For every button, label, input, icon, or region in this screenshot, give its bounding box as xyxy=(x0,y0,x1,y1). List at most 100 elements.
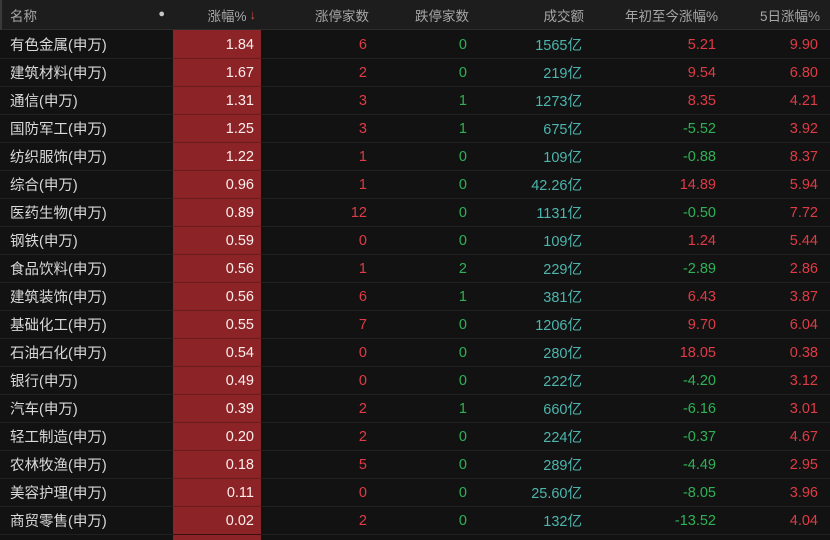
ytd-change-value: 1.24 xyxy=(592,226,726,254)
turnover-value: 109亿 xyxy=(477,142,592,170)
pct-change-cell: 1.25 xyxy=(173,114,261,142)
table-row[interactable]: 汽车(申万) 0.39 2 1 660亿 -6.16 3.01 xyxy=(0,394,830,422)
turnover-value: 109亿 xyxy=(477,226,592,254)
limit-down-count: 0 xyxy=(377,478,477,506)
sector-name: 银行(申万) xyxy=(0,366,173,394)
table-row[interactable]: 国防军工(申万) 1.25 3 1 675亿 -5.52 3.92 xyxy=(0,114,830,142)
table-row[interactable]: 银行(申万) 0.49 0 0 222亿 -4.20 3.12 xyxy=(0,366,830,394)
turnover-value: 675亿 xyxy=(477,114,592,142)
pct-change-cell: 0.02 xyxy=(173,506,261,534)
pct-change-cell: 0.89 xyxy=(173,198,261,226)
ytd-change-value: 14.89 xyxy=(592,170,726,198)
column-header-limit-down[interactable]: 跌停家数 xyxy=(415,8,469,24)
limit-up-count: 3 xyxy=(261,86,377,114)
turnover-value: 289亿 xyxy=(477,450,592,478)
limit-down-count: 1 xyxy=(377,394,477,422)
sector-name: 建筑装饰(申万) xyxy=(0,282,173,310)
turnover-value: 42.26亿 xyxy=(477,170,592,198)
ytd-change-value: 8.35 xyxy=(592,86,726,114)
turnover-value: 224亿 xyxy=(477,422,592,450)
sector-name: 综合(申万) xyxy=(0,170,173,198)
ytd-change-value: 5.21 xyxy=(687,36,716,53)
partial-next-row xyxy=(0,534,830,540)
pct-change-cell: 0.11 xyxy=(173,478,261,506)
table-row[interactable]: 综合(申万) 0.96 1 0 42.26亿 14.89 5.94 xyxy=(0,170,830,198)
sector-name: 美容护理(申万) xyxy=(0,478,173,506)
limit-down-count: 0 xyxy=(377,198,477,226)
limit-up-count: 1 xyxy=(261,254,377,282)
pct-change-cell: 0.54 xyxy=(173,338,261,366)
column-indicator-icon[interactable]: ● xyxy=(158,8,165,20)
column-header-ytd-change[interactable]: 年初至今涨幅% xyxy=(624,8,718,24)
column-header-name[interactable]: 名称 ● xyxy=(2,0,175,29)
ytd-change-value: -6.16 xyxy=(592,394,726,422)
limit-up-count: 1 xyxy=(261,142,377,170)
pct-change-cell: 0.96 xyxy=(173,170,261,198)
sector-name: 基础化工(申万) xyxy=(0,310,173,338)
five-day-change-value: 3.96 xyxy=(726,478,830,506)
table-row[interactable]: 建筑装饰(申万) 0.56 6 1 381亿 6.43 3.87 xyxy=(0,282,830,310)
column-header-5day-change[interactable]: 5日涨幅% xyxy=(759,8,820,24)
limit-up-count: 0 xyxy=(261,366,377,394)
ytd-change-value: -13.52 xyxy=(592,506,726,534)
table-row[interactable]: 美容护理(申万) 0.11 0 0 25.60亿 -8.05 3.96 xyxy=(0,478,830,506)
five-day-change-value: 6.04 xyxy=(726,310,830,338)
five-day-change-value: 2.95 xyxy=(726,450,830,478)
ytd-change-value: -0.37 xyxy=(592,422,726,450)
pct-change-cell: 0.55 xyxy=(173,310,261,338)
sector-name: 农林牧渔(申万) xyxy=(0,450,173,478)
pct-change-cell: 0.39 xyxy=(173,394,261,422)
column-header-pct-change[interactable]: 涨幅% ↓ xyxy=(175,0,263,29)
ytd-change-value: -8.05 xyxy=(592,478,726,506)
limit-up-count: 1 xyxy=(261,170,377,198)
limit-up-count: 3 xyxy=(261,114,377,142)
limit-down-count: 0 xyxy=(377,338,477,366)
five-day-change-value: 3.01 xyxy=(726,394,830,422)
table-row[interactable]: 轻工制造(申万) 0.20 2 0 224亿 -0.37 4.67 xyxy=(0,422,830,450)
limit-up-count: 12 xyxy=(261,198,377,226)
turnover-value: 1565亿 xyxy=(535,38,582,54)
table-row[interactable]: 建筑材料(申万) 1.67 2 0 219亿 9.54 6.80 xyxy=(0,58,830,86)
pct-change-cell: 0.20 xyxy=(173,422,261,450)
table-row[interactable]: 农林牧渔(申万) 0.18 5 0 289亿 -4.49 2.95 xyxy=(0,450,830,478)
five-day-change-value: 5.44 xyxy=(726,226,830,254)
sort-desc-icon[interactable]: ↓ xyxy=(249,7,257,22)
table-row[interactable]: 通信(申万) 1.31 3 1 1273亿 8.35 4.21 xyxy=(0,86,830,114)
table-row[interactable]: 有色金属(申万) 1.84 6 0 1565亿 5.21 9.90 xyxy=(0,30,830,58)
pct-change-cell: 1.22 xyxy=(173,142,261,170)
turnover-value: 132亿 xyxy=(477,506,592,534)
sector-name: 国防军工(申万) xyxy=(0,114,173,142)
ytd-change-value: -4.49 xyxy=(592,450,726,478)
limit-down-count: 0 xyxy=(377,506,477,534)
limit-up-count: 2 xyxy=(261,422,377,450)
limit-down-count: 1 xyxy=(377,282,477,310)
pct-change-cell: 1.31 xyxy=(173,86,261,114)
table-row[interactable]: 石油石化(申万) 0.54 0 0 280亿 18.05 0.38 xyxy=(0,338,830,366)
table-row[interactable]: 商贸零售(申万) 0.02 2 0 132亿 -13.52 4.04 xyxy=(0,506,830,534)
limit-down-count: 0 xyxy=(377,58,477,86)
column-header-name-label: 名称 xyxy=(10,8,37,24)
table-row[interactable]: 基础化工(申万) 0.55 7 0 1206亿 9.70 6.04 xyxy=(0,310,830,338)
table-row[interactable]: 食品饮料(申万) 0.56 1 2 229亿 -2.89 2.86 xyxy=(0,254,830,282)
five-day-change-value: 4.04 xyxy=(726,506,830,534)
table-header-row: 名称 ● 涨幅% ↓ 涨停家数 跌停家数 成交额 年初至今涨幅% 5日涨幅% xyxy=(0,0,830,30)
limit-up-count: 6 xyxy=(358,36,367,53)
limit-down-count: 0 xyxy=(377,366,477,394)
ytd-change-value: -4.20 xyxy=(592,366,726,394)
turnover-value: 660亿 xyxy=(477,394,592,422)
table-row[interactable]: 纺织服饰(申万) 1.22 1 0 109亿 -0.88 8.37 xyxy=(0,142,830,170)
limit-up-count: 0 xyxy=(261,226,377,254)
column-header-turnover[interactable]: 成交额 xyxy=(543,8,585,24)
table-row[interactable]: 钢铁(申万) 0.59 0 0 109亿 1.24 5.44 xyxy=(0,226,830,254)
turnover-value: 229亿 xyxy=(477,254,592,282)
limit-down-count: 0 xyxy=(377,422,477,450)
table-row[interactable]: 医药生物(申万) 0.89 12 0 1131亿 -0.50 7.72 xyxy=(0,198,830,226)
ytd-change-value: -0.50 xyxy=(592,198,726,226)
sector-name: 医药生物(申万) xyxy=(0,198,173,226)
column-header-limit-up[interactable]: 涨停家数 xyxy=(315,8,369,24)
ytd-change-value: -5.52 xyxy=(592,114,726,142)
turnover-value: 219亿 xyxy=(477,58,592,86)
pct-change-cell: 1.84 xyxy=(173,30,261,58)
column-header-pct-label: 涨幅% xyxy=(207,8,247,24)
table-body: 有色金属(申万) 1.84 6 0 1565亿 5.21 9.90 建筑材料(申… xyxy=(0,30,830,534)
